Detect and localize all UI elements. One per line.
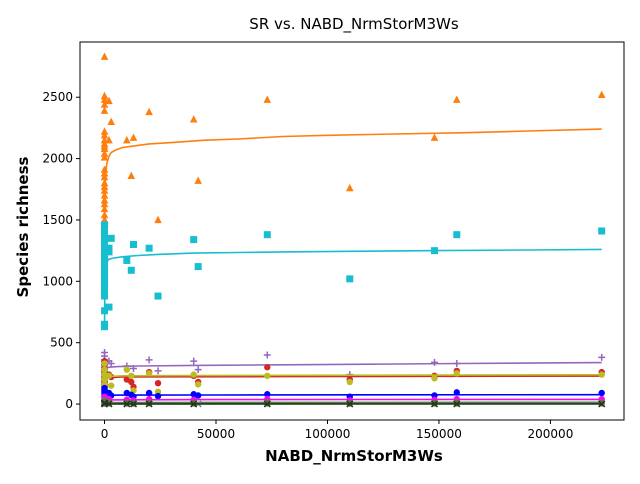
data-point bbox=[191, 371, 197, 377]
y-tick-label: 2500 bbox=[42, 90, 73, 104]
y-axis-label: Species richness bbox=[14, 156, 32, 297]
data-point bbox=[146, 245, 153, 252]
chart-title: SR vs. NABD_NrmStorM3Ws bbox=[249, 15, 459, 34]
x-tick-label: 200000 bbox=[528, 427, 574, 441]
data-point bbox=[598, 228, 605, 235]
x-tick-label: 100000 bbox=[305, 427, 351, 441]
data-point bbox=[431, 375, 437, 381]
x-axis-label: NABD_NrmStorM3Ws bbox=[265, 447, 443, 465]
data-point bbox=[124, 366, 130, 372]
data-point bbox=[264, 364, 270, 370]
y-tick-label: 0 bbox=[65, 397, 73, 411]
x-tick-label: 0 bbox=[101, 427, 109, 441]
y-tick-label: 1000 bbox=[42, 274, 73, 288]
data-point bbox=[155, 293, 162, 300]
x-tick-label: 150000 bbox=[416, 427, 462, 441]
data-point bbox=[108, 382, 114, 388]
x-tick-label: 50000 bbox=[197, 427, 235, 441]
y-tick-label: 500 bbox=[50, 336, 73, 350]
data-point bbox=[347, 379, 353, 385]
data-point bbox=[128, 267, 135, 274]
data-point bbox=[105, 304, 112, 311]
data-point bbox=[123, 257, 130, 264]
data-point bbox=[101, 360, 107, 366]
data-point bbox=[264, 231, 271, 238]
data-point bbox=[195, 263, 202, 270]
data-point bbox=[130, 241, 137, 248]
data-point bbox=[108, 235, 115, 242]
data-point bbox=[195, 381, 201, 387]
data-point bbox=[346, 275, 353, 282]
y-tick-label: 2000 bbox=[42, 152, 73, 166]
data-point bbox=[453, 231, 460, 238]
data-point bbox=[155, 393, 161, 399]
data-point bbox=[155, 380, 161, 386]
data-point bbox=[190, 236, 197, 243]
data-point bbox=[105, 248, 112, 255]
y-tick-label: 1500 bbox=[42, 213, 73, 227]
